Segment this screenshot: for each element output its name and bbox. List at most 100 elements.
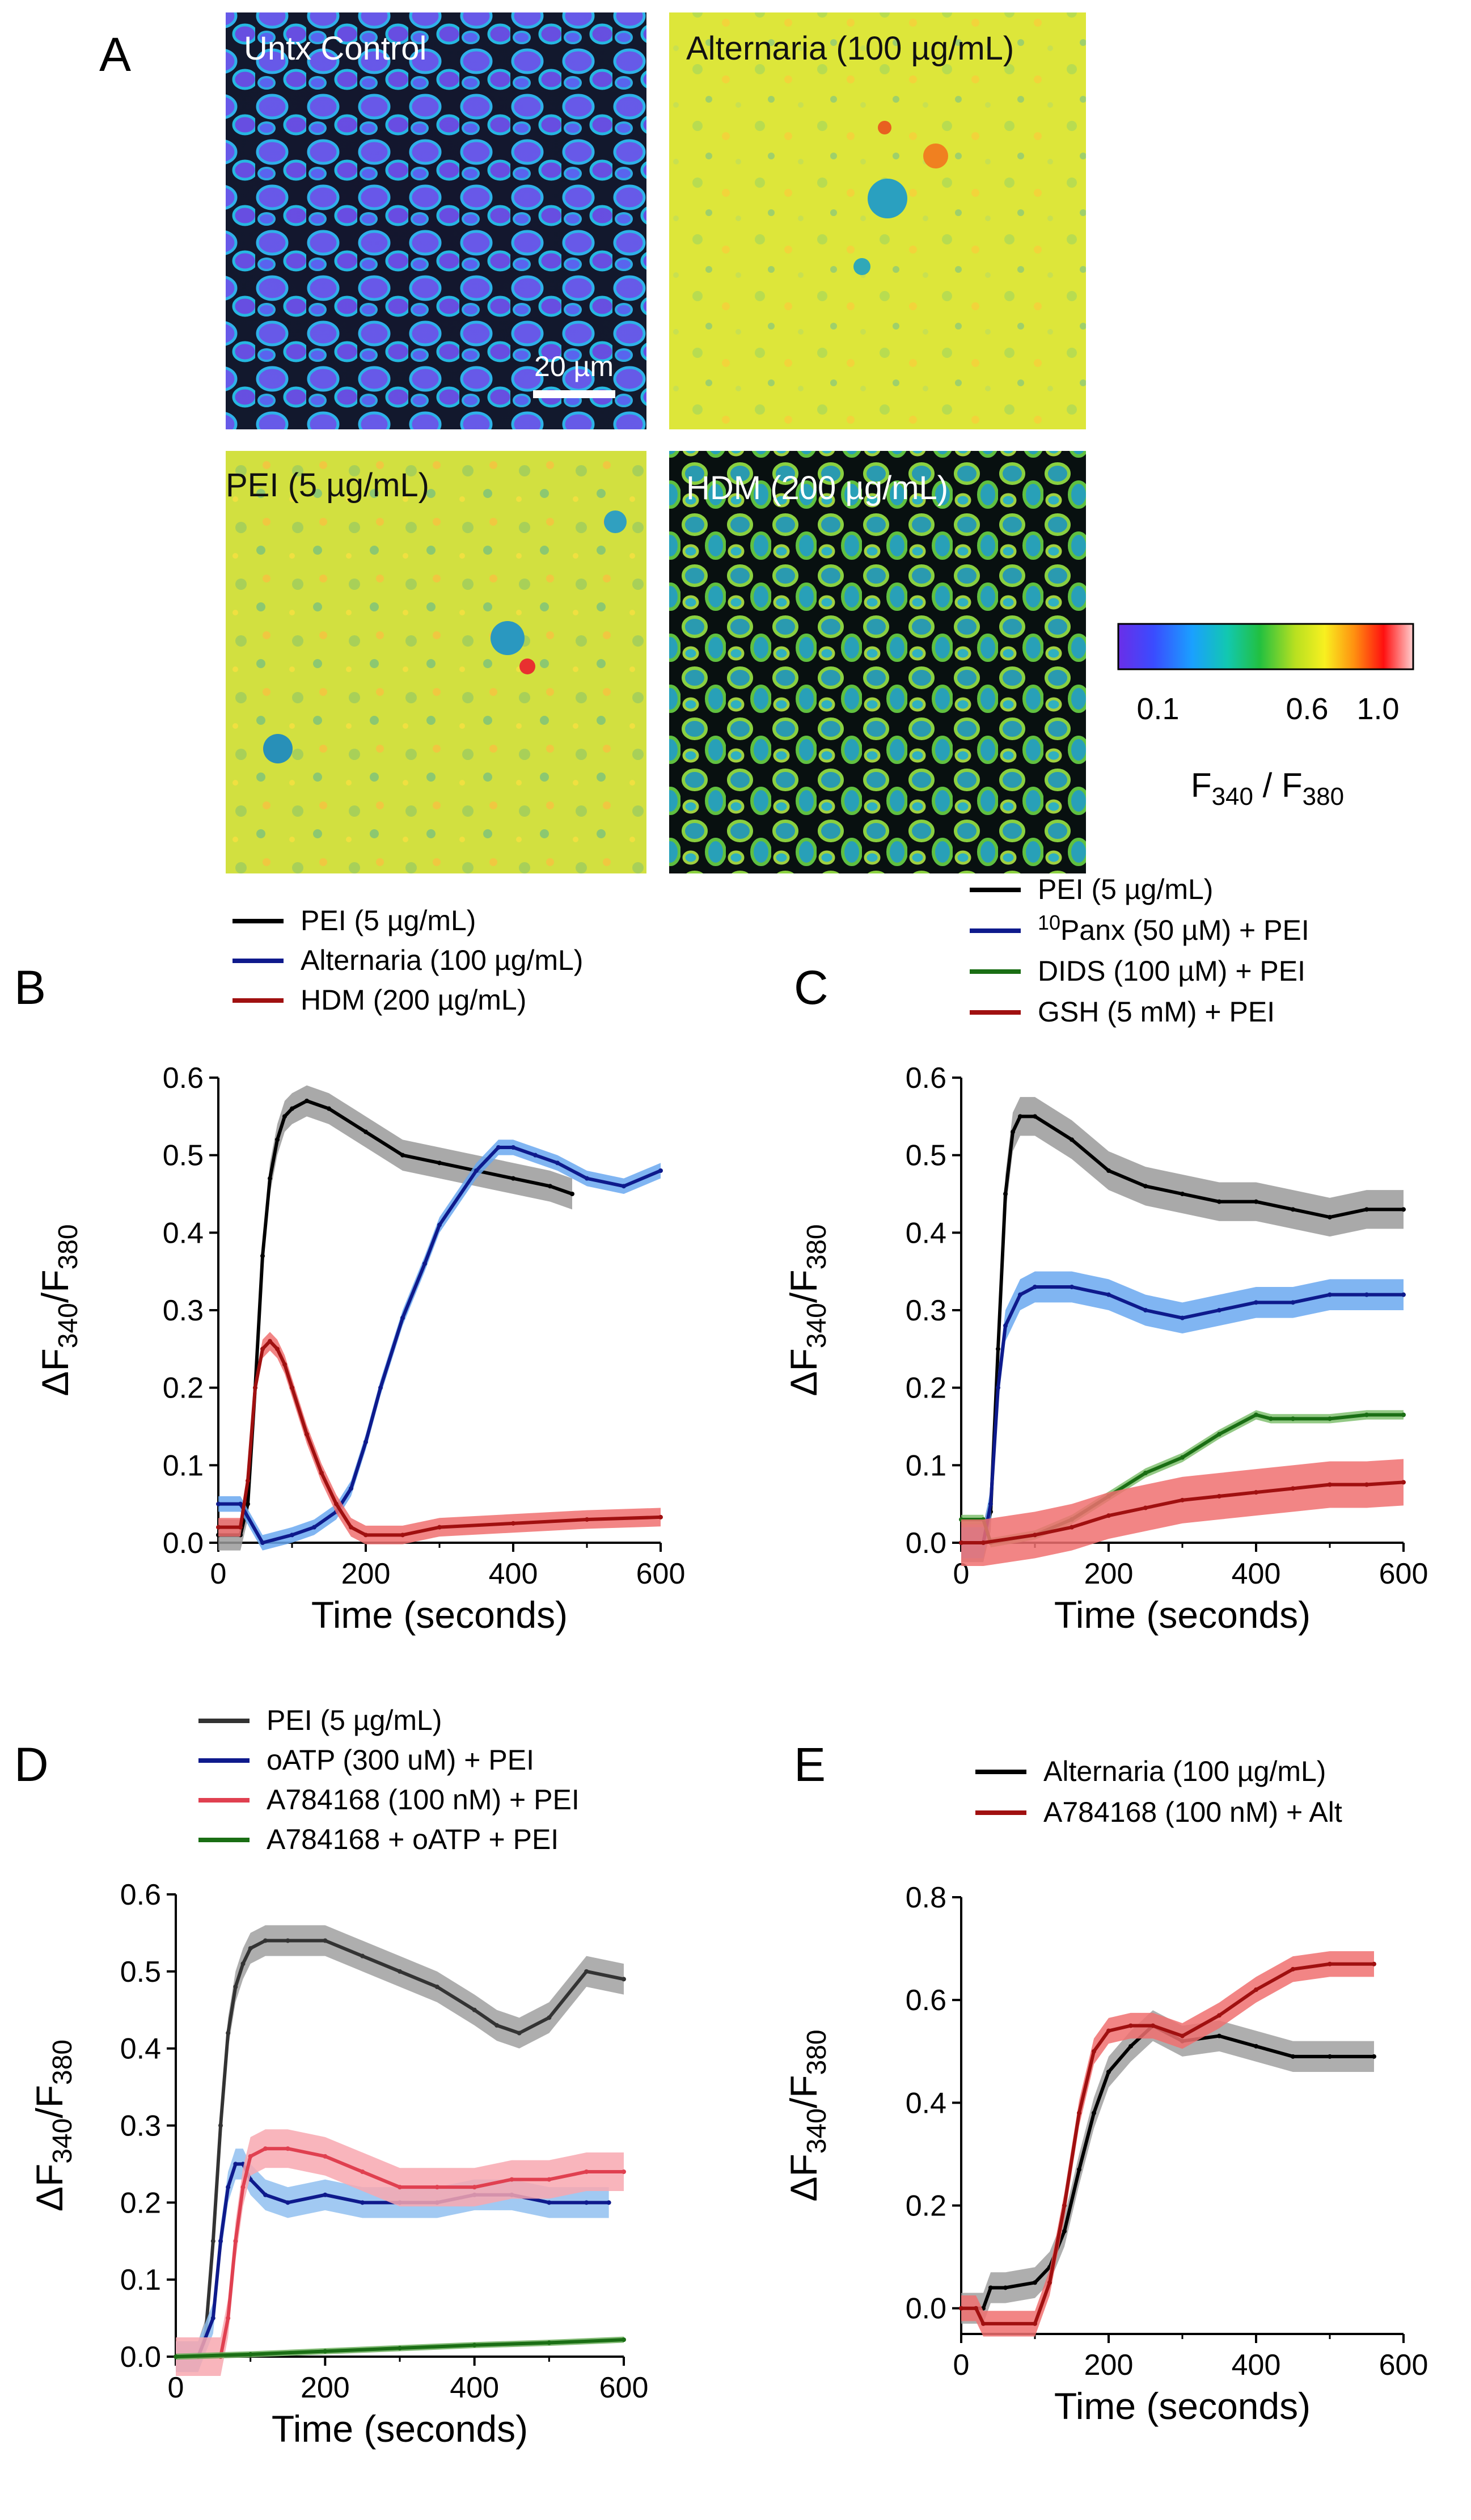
series-line xyxy=(961,1115,1404,1544)
data-point xyxy=(290,1385,294,1390)
data-point xyxy=(248,1946,253,1951)
data-point xyxy=(263,1938,268,1943)
data-point xyxy=(511,1145,515,1150)
data-point xyxy=(1106,2028,1111,2033)
data-point xyxy=(398,2185,402,2190)
data-point xyxy=(233,2239,238,2244)
data-point xyxy=(323,2349,328,2354)
micrograph-hdm: HDM (200 µg/mL) xyxy=(669,451,1086,873)
data-point xyxy=(1364,1412,1369,1417)
data-point xyxy=(174,2354,178,2359)
data-point xyxy=(210,2316,215,2321)
data-point xyxy=(1077,2110,1081,2116)
data-point xyxy=(1128,2023,1133,2028)
data-point xyxy=(1106,1168,1111,1173)
data-point xyxy=(1033,2321,1037,2326)
charts: B 0 200 400 600 0.0 0.1 0.2 0.3 0.4 0.5 0.6 Time (se… xyxy=(14,873,1428,2450)
data-point xyxy=(285,2146,290,2151)
series-1 xyxy=(959,2010,1376,2324)
series-4 xyxy=(174,2336,626,2360)
data-point xyxy=(1033,1533,1037,1538)
data-point xyxy=(1047,2280,1052,2285)
data-point xyxy=(216,1525,221,1530)
y-tick-label: 0.6 xyxy=(120,1879,161,1911)
y-axis-label: ΔF340/F380 xyxy=(783,1224,832,1396)
data-point xyxy=(327,1106,331,1111)
data-point xyxy=(585,1517,589,1522)
data-point xyxy=(226,2185,231,2190)
data-point xyxy=(1070,1285,1074,1289)
data-point xyxy=(218,2123,223,2128)
y-tick-label: 0.0 xyxy=(906,1527,946,1560)
data-point xyxy=(1291,1966,1295,1972)
data-point xyxy=(533,1153,538,1158)
data-point xyxy=(1033,1285,1037,1289)
data-point xyxy=(434,1985,439,1989)
series-1 xyxy=(959,1097,1406,1563)
data-point xyxy=(996,1346,1000,1352)
data-point xyxy=(959,2306,963,2311)
data-point xyxy=(1291,1486,1295,1491)
data-point xyxy=(547,2200,552,2205)
micrograph-label: Untx Control xyxy=(244,30,426,67)
data-point xyxy=(1092,2049,1096,2054)
data-point xyxy=(517,2031,522,2036)
x-tick-label: 400 xyxy=(450,2371,499,2404)
scale-bar-label: 20 µm xyxy=(534,351,614,382)
data-point xyxy=(363,1533,368,1538)
data-point xyxy=(282,1362,287,1367)
data-point xyxy=(1328,1215,1332,1219)
data-point xyxy=(547,2015,552,2020)
data-point xyxy=(275,1346,280,1352)
y-tick-label: 0.4 xyxy=(120,2033,161,2066)
micrograph-label: HDM (200 µg/mL) xyxy=(686,470,948,506)
data-point xyxy=(398,2346,402,2351)
legend-label: A784168 (100 nM) + PEI xyxy=(267,1784,580,1816)
data-point xyxy=(1372,2054,1376,2059)
data-point xyxy=(1180,1497,1185,1502)
data-point xyxy=(360,2200,365,2205)
data-point xyxy=(305,1099,309,1103)
data-point xyxy=(988,1501,993,1506)
scale-bar xyxy=(533,390,615,398)
data-point xyxy=(474,1168,479,1173)
data-point xyxy=(555,1160,560,1166)
data-point xyxy=(240,2185,246,2190)
colorbar-tick: 1.0 xyxy=(1356,692,1399,726)
data-point xyxy=(275,1137,280,1142)
data-point xyxy=(1003,1323,1008,1328)
data-point xyxy=(233,2162,238,2167)
data-point xyxy=(1062,2203,1067,2208)
data-point xyxy=(1180,1192,1185,1196)
data-point xyxy=(305,1432,309,1437)
y-tick-label: 0.1 xyxy=(120,2264,161,2297)
data-point xyxy=(585,1176,589,1181)
data-point xyxy=(263,2146,268,2151)
chart-panel-d: D 0 200 400 600 0.0 0.1 0.2 0.3 0.4 0.5 0.6 Time (se… xyxy=(14,1704,648,2450)
x-tick-label: 400 xyxy=(1232,2349,1281,2382)
data-point xyxy=(323,2192,328,2197)
data-point xyxy=(1062,2228,1067,2234)
data-point xyxy=(1254,1412,1258,1417)
data-point xyxy=(400,1153,405,1158)
data-point xyxy=(658,1168,663,1173)
data-point xyxy=(472,2185,477,2190)
x-tick-label: 600 xyxy=(1379,2349,1428,2382)
legend-label: PEI (5 µg/mL) xyxy=(301,905,476,936)
series-2 xyxy=(959,1951,1376,2337)
y-tick-label: 0.5 xyxy=(120,1956,161,1989)
data-point xyxy=(437,1525,442,1530)
data-point xyxy=(1328,1961,1332,1966)
data-point xyxy=(1328,1416,1332,1421)
error-band xyxy=(961,2010,1374,2324)
data-point xyxy=(622,2169,626,2174)
data-point xyxy=(1401,1207,1406,1212)
data-point xyxy=(511,1521,515,1526)
error-band xyxy=(176,2129,624,2376)
data-point xyxy=(248,2154,253,2159)
data-point xyxy=(218,2239,223,2244)
data-point xyxy=(1291,1300,1295,1305)
y-tick-label: 0.6 xyxy=(163,1062,204,1095)
data-point xyxy=(996,1385,1000,1390)
